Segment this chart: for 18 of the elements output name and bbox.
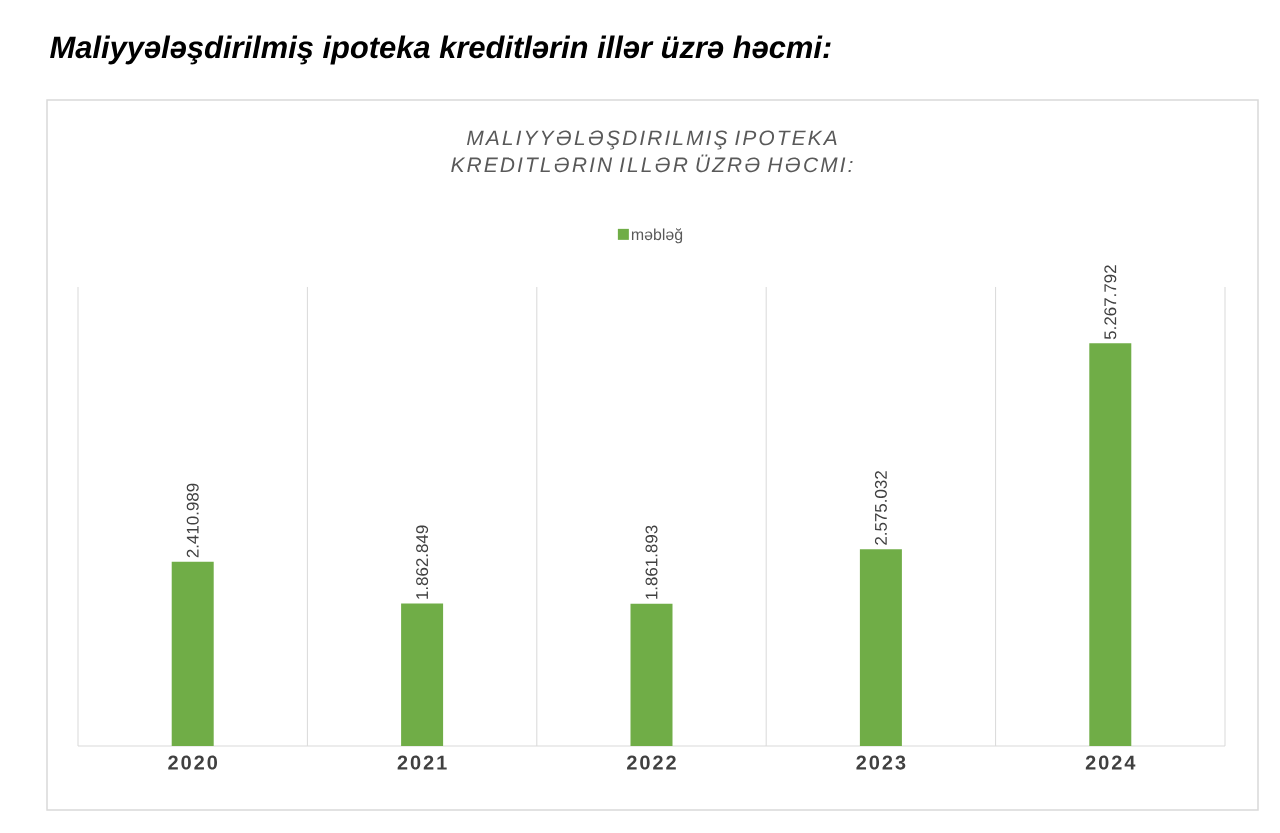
x-tick-label: 2024: [1085, 755, 1136, 770]
chart-subtitle: MALIYYƏLƏŞDIRILMIŞ IPOTEKA KREDITLƏRIN ILLƏR ÜZRƏ HƏCMI:: [451, 130, 853, 173]
x-tick-label: 2023: [856, 755, 906, 770]
bar: [171, 561, 214, 746]
x-tick-label: 2020: [168, 755, 218, 770]
bar: [630, 603, 673, 746]
data-label: 2.410.989: [186, 483, 199, 558]
bar: [1089, 343, 1132, 746]
bar: [859, 549, 902, 746]
bar: [401, 603, 444, 746]
data-label: 1.862.849: [416, 525, 429, 599]
data-label: 2.575.032: [874, 471, 887, 545]
legend-label: məbləğ: [631, 228, 683, 244]
chart-title: Maliyyələşdirilmiş ipoteka kreditlərin illər üzrə həcmi:: [50, 35, 831, 65]
x-tick-label: 2022: [627, 755, 676, 770]
data-label: 1.861.893: [645, 525, 658, 599]
x-tick-label: 2021: [397, 755, 447, 770]
data-label: 5.267.792: [1104, 265, 1117, 340]
